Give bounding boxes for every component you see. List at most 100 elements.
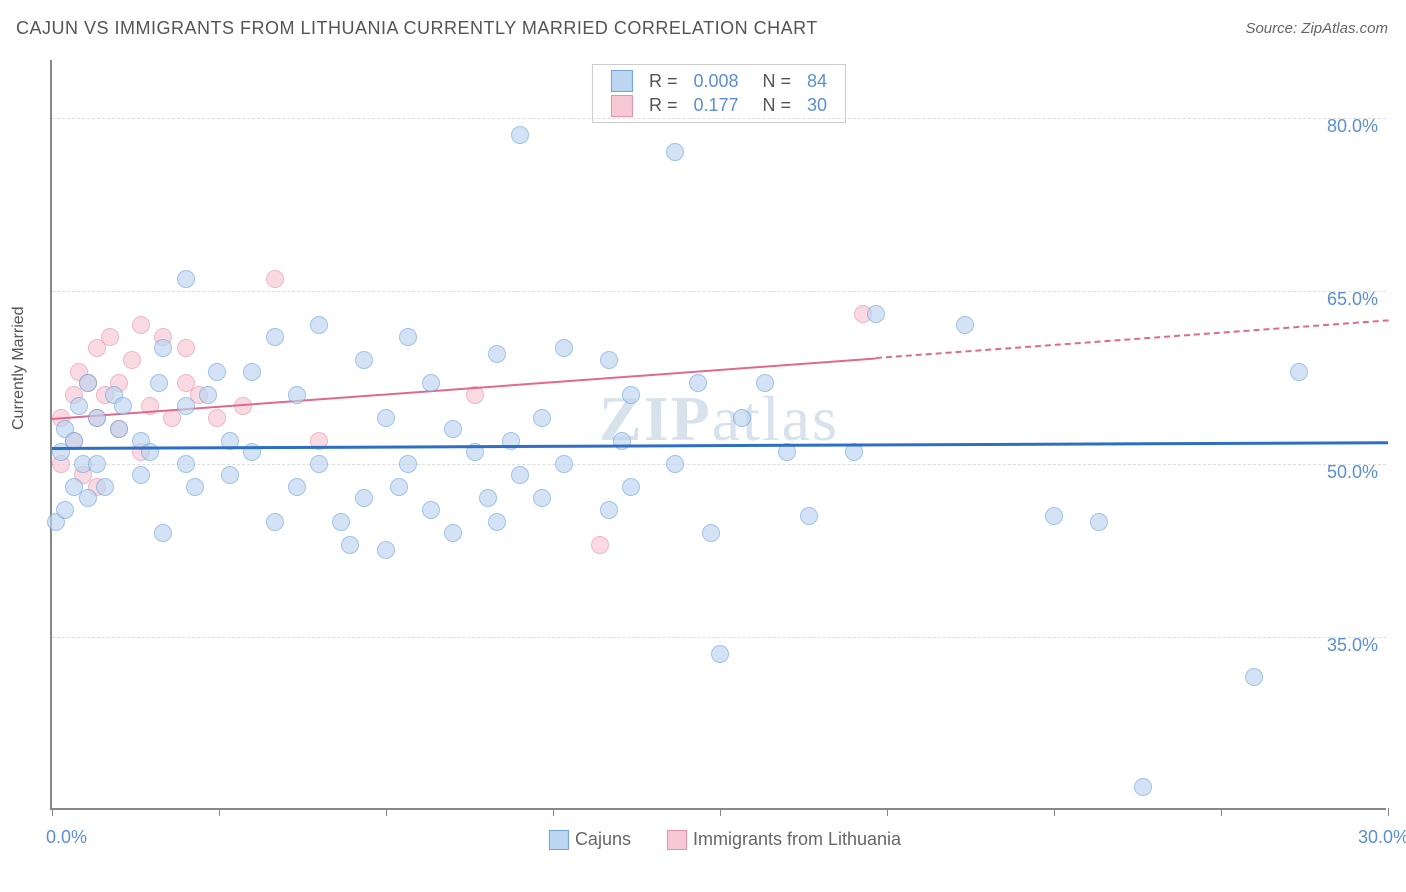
- scatter-point-cajuns: [355, 489, 373, 507]
- y-axis-label: Currently Married: [10, 306, 28, 430]
- legend-item-cajuns: Cajuns: [537, 829, 631, 849]
- scatter-point-cajuns: [114, 397, 132, 415]
- scatter-point-cajuns: [1245, 668, 1263, 686]
- y-tick-label: 65.0%: [1327, 289, 1378, 310]
- scatter-point-cajuns: [177, 455, 195, 473]
- stats-legend: R =0.008N =84R =0.177N =30: [592, 64, 846, 123]
- scatter-point-cajuns: [622, 386, 640, 404]
- scatter-point-cajuns: [70, 397, 88, 415]
- x-tick: [52, 808, 53, 816]
- scatter-point-cajuns: [177, 270, 195, 288]
- x-tick: [553, 808, 554, 816]
- scatter-point-lithuania: [266, 270, 284, 288]
- scatter-point-cajuns: [390, 478, 408, 496]
- scatter-point-cajuns: [1045, 507, 1063, 525]
- scatter-point-cajuns: [533, 489, 551, 507]
- y-tick-label: 35.0%: [1327, 635, 1378, 656]
- scatter-point-cajuns: [1290, 363, 1308, 381]
- scatter-point-cajuns: [79, 374, 97, 392]
- gridline: [52, 118, 1386, 119]
- x-tick-label: 0.0%: [46, 827, 87, 848]
- scatter-point-cajuns: [288, 478, 306, 496]
- scatter-point-cajuns: [511, 126, 529, 144]
- scatter-point-cajuns: [756, 374, 774, 392]
- scatter-point-cajuns: [88, 455, 106, 473]
- trend-line-lithuania: [52, 357, 876, 419]
- trend-line-lithuania: [876, 320, 1388, 360]
- scatter-point-cajuns: [1090, 513, 1108, 531]
- scatter-point-cajuns: [733, 409, 751, 427]
- scatter-point-cajuns: [689, 374, 707, 392]
- scatter-point-cajuns: [56, 501, 74, 519]
- legend-row: R =0.177N =30: [603, 93, 835, 117]
- scatter-point-cajuns: [488, 513, 506, 531]
- source-attribution: Source: ZipAtlas.com: [1245, 20, 1388, 37]
- scatter-point-cajuns: [377, 409, 395, 427]
- scatter-point-cajuns: [208, 363, 226, 381]
- scatter-point-cajuns: [110, 420, 128, 438]
- legend-row: R =0.008N =84: [603, 69, 835, 93]
- scatter-point-cajuns: [711, 645, 729, 663]
- scatter-point-cajuns: [867, 305, 885, 323]
- scatter-point-lithuania: [101, 328, 119, 346]
- scatter-point-cajuns: [422, 374, 440, 392]
- scatter-point-cajuns: [800, 507, 818, 525]
- scatter-point-cajuns: [310, 455, 328, 473]
- chart-title: CAJUN VS IMMIGRANTS FROM LITHUANIA CURRE…: [16, 18, 818, 39]
- series-legend: Cajuns Immigrants from Lithuania: [525, 829, 913, 850]
- scatter-point-cajuns: [622, 478, 640, 496]
- scatter-point-cajuns: [600, 501, 618, 519]
- scatter-point-cajuns: [266, 513, 284, 531]
- scatter-point-cajuns: [488, 345, 506, 363]
- gridline: [52, 291, 1386, 292]
- scatter-point-cajuns: [79, 489, 97, 507]
- scatter-point-cajuns: [310, 316, 328, 334]
- x-tick: [219, 808, 220, 816]
- scatter-point-lithuania: [591, 536, 609, 554]
- x-tick-label: 30.0%: [1358, 827, 1406, 848]
- legend-item-lithuania: Immigrants from Lithuania: [655, 829, 901, 849]
- scatter-point-cajuns: [479, 489, 497, 507]
- y-tick-label: 50.0%: [1327, 462, 1378, 483]
- x-tick: [720, 808, 721, 816]
- y-tick-label: 80.0%: [1327, 116, 1378, 137]
- scatter-point-cajuns: [150, 374, 168, 392]
- x-tick: [1388, 808, 1389, 816]
- scatter-point-cajuns: [199, 386, 217, 404]
- scatter-point-cajuns: [154, 524, 172, 542]
- chart-container: CAJUN VS IMMIGRANTS FROM LITHUANIA CURRE…: [0, 0, 1406, 892]
- scatter-point-cajuns: [221, 466, 239, 484]
- scatter-point-cajuns: [177, 397, 195, 415]
- scatter-point-cajuns: [154, 339, 172, 357]
- scatter-point-cajuns: [341, 536, 359, 554]
- scatter-point-cajuns: [88, 409, 106, 427]
- trend-line-cajuns: [52, 441, 1388, 450]
- x-tick: [1054, 808, 1055, 816]
- scatter-point-cajuns: [555, 339, 573, 357]
- scatter-point-cajuns: [600, 351, 618, 369]
- gridline: [52, 637, 1386, 638]
- scatter-point-cajuns: [422, 501, 440, 519]
- scatter-point-cajuns: [511, 466, 529, 484]
- scatter-point-cajuns: [444, 420, 462, 438]
- scatter-point-lithuania: [132, 316, 150, 334]
- scatter-point-cajuns: [702, 524, 720, 542]
- scatter-point-lithuania: [208, 409, 226, 427]
- scatter-point-cajuns: [377, 541, 395, 559]
- scatter-point-cajuns: [243, 363, 261, 381]
- scatter-point-cajuns: [666, 455, 684, 473]
- scatter-point-cajuns: [132, 466, 150, 484]
- scatter-point-cajuns: [533, 409, 551, 427]
- scatter-point-cajuns: [956, 316, 974, 334]
- scatter-point-cajuns: [399, 455, 417, 473]
- scatter-point-cajuns: [555, 455, 573, 473]
- scatter-point-cajuns: [96, 478, 114, 496]
- scatter-point-cajuns: [1134, 778, 1152, 796]
- scatter-point-cajuns: [444, 524, 462, 542]
- scatter-point-cajuns: [332, 513, 350, 531]
- scatter-point-cajuns: [355, 351, 373, 369]
- scatter-point-cajuns: [266, 328, 284, 346]
- plot-area: ZIPatlas R =0.008N =84R =0.177N =30 Caju…: [50, 60, 1386, 810]
- scatter-point-lithuania: [123, 351, 141, 369]
- scatter-point-cajuns: [288, 386, 306, 404]
